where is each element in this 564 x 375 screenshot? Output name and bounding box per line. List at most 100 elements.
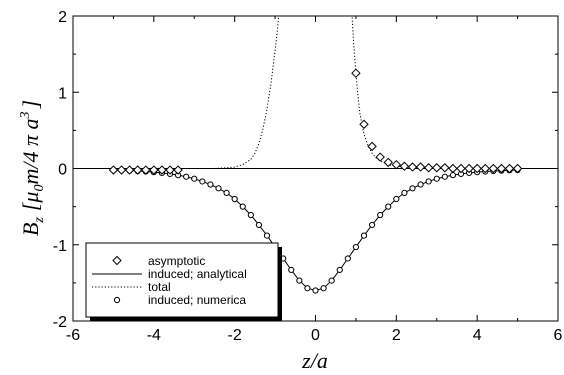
legend-label-induced-analytical: induced; analytical <box>148 267 247 281</box>
data-point-asymptotic <box>415 162 426 172</box>
data-point-numerica <box>288 266 295 274</box>
data-point-asymptotic <box>432 163 442 173</box>
data-point-asymptotic <box>141 165 151 175</box>
data-point-asymptotic <box>504 163 515 174</box>
legend-item-induced-numerica: induced; numerica <box>113 293 246 307</box>
y-axis-title: Bz [μ0m/4 π a3] <box>18 100 47 236</box>
data-point-numerica <box>328 277 335 284</box>
data-point-asymptotic <box>165 165 175 175</box>
data-point-asymptotic <box>149 165 159 175</box>
data-point-numerica <box>296 277 303 284</box>
data-point-numerica <box>393 195 400 203</box>
y-tick-label: -2 <box>53 314 67 331</box>
data-point-asymptotic <box>375 152 385 162</box>
data-point-asymptotic <box>383 157 393 168</box>
y-title-b: B <box>18 223 43 236</box>
data-point-numerica <box>199 178 206 185</box>
y-title-open-bracket: [ <box>18 201 43 211</box>
data-point-asymptotic <box>157 165 167 175</box>
data-point-asymptotic <box>108 165 119 175</box>
y-title-sup-three: 3 <box>18 112 33 120</box>
y-tick-label: 2 <box>58 9 67 26</box>
x-tick-label: 4 <box>473 327 482 344</box>
legend-diamond-icon <box>112 255 122 266</box>
data-point-asymptotic <box>367 141 377 152</box>
data-point-numerica <box>312 287 319 294</box>
x-axis-title: z/a <box>301 348 328 373</box>
x-tick-label: 0 <box>311 327 320 344</box>
legend-item-asymptotic: asymptotic <box>112 254 205 268</box>
data-point-asymptotic <box>480 163 490 174</box>
legend-label-asymptotic: asymptotic <box>148 254 205 268</box>
x-axis-ticks: -6 -4 -2 0 2 4 6 <box>66 16 563 344</box>
data-point-numerica <box>239 203 246 210</box>
x-tick-label: 2 <box>392 327 401 344</box>
data-point-asymptotic <box>496 163 507 174</box>
y-tick-label: 1 <box>58 85 67 102</box>
data-point-numerica <box>304 285 311 292</box>
data-point-asymptotic <box>351 68 361 78</box>
series-markers-asymptotic <box>108 68 523 175</box>
legend-circle-icon <box>113 296 121 304</box>
x-tick-label: -2 <box>228 327 242 344</box>
data-point-asymptotic <box>440 163 450 173</box>
data-point-numerica <box>425 178 432 185</box>
y-title-m4pia: m/4 π a <box>18 119 43 185</box>
data-point-numerica <box>320 285 327 292</box>
data-point-numerica <box>352 243 360 251</box>
data-point-numerica <box>344 255 351 262</box>
data-point-numerica <box>336 266 343 274</box>
y-tick-label: -1 <box>53 238 67 255</box>
data-point-numerica <box>360 232 368 239</box>
data-point-asymptotic <box>464 163 474 174</box>
data-point-asymptotic <box>448 163 458 174</box>
y-title-mu: μ <box>18 192 43 204</box>
legend-box <box>85 242 279 318</box>
data-point-asymptotic <box>359 119 369 129</box>
y-axis-ticks: -2 -1 0 1 2 <box>53 9 558 331</box>
data-point-asymptotic <box>116 165 127 175</box>
data-point-numerica <box>385 203 392 210</box>
data-point-numerica <box>183 173 190 180</box>
data-point-numerica <box>441 173 448 180</box>
y-title-close-bracket: ] <box>18 100 43 110</box>
y-title-sub-zero: 0 <box>32 185 47 192</box>
legend: asymptotic induced; analytical total ind… <box>85 242 282 321</box>
data-point-numerica <box>433 175 440 182</box>
data-point-numerica <box>255 221 263 229</box>
data-point-asymptotic <box>423 163 434 173</box>
data-point-asymptotic <box>407 162 418 172</box>
data-point-asymptotic <box>488 163 499 174</box>
series-line-total <box>214 16 518 169</box>
data-point-numerica <box>377 211 384 219</box>
data-point-asymptotic <box>124 165 135 175</box>
data-point-asymptotic <box>456 163 466 174</box>
y-title-sub-z: z <box>32 217 47 224</box>
data-point-numerica <box>215 185 222 192</box>
data-point-numerica <box>417 181 424 188</box>
data-point-asymptotic <box>391 159 402 170</box>
data-point-numerica <box>191 175 198 182</box>
data-point-asymptotic <box>132 165 143 175</box>
data-point-asymptotic <box>512 163 523 174</box>
data-point-numerica <box>449 172 457 179</box>
data-point-asymptotic <box>472 163 482 174</box>
legend-label-induced-numerica: induced; numerica <box>148 293 246 307</box>
data-point-numerica <box>368 221 376 229</box>
legend-label-total: total <box>148 280 171 294</box>
data-point-numerica <box>207 181 214 188</box>
legend-item-induced-analytical: induced; analytical <box>92 267 247 281</box>
y-tick-label: 0 <box>58 162 67 179</box>
x-tick-label: -4 <box>147 327 161 344</box>
data-point-asymptotic <box>399 161 410 171</box>
data-point-numerica <box>263 232 271 239</box>
data-point-numerica <box>409 185 416 192</box>
data-point-numerica <box>247 211 254 219</box>
data-point-asymptotic <box>173 165 183 175</box>
x-tick-label: 6 <box>554 327 563 344</box>
x-tick-label: -6 <box>66 327 80 344</box>
legend-item-total: total <box>92 280 171 294</box>
data-point-numerica <box>401 189 408 196</box>
data-point-numerica <box>231 195 238 203</box>
